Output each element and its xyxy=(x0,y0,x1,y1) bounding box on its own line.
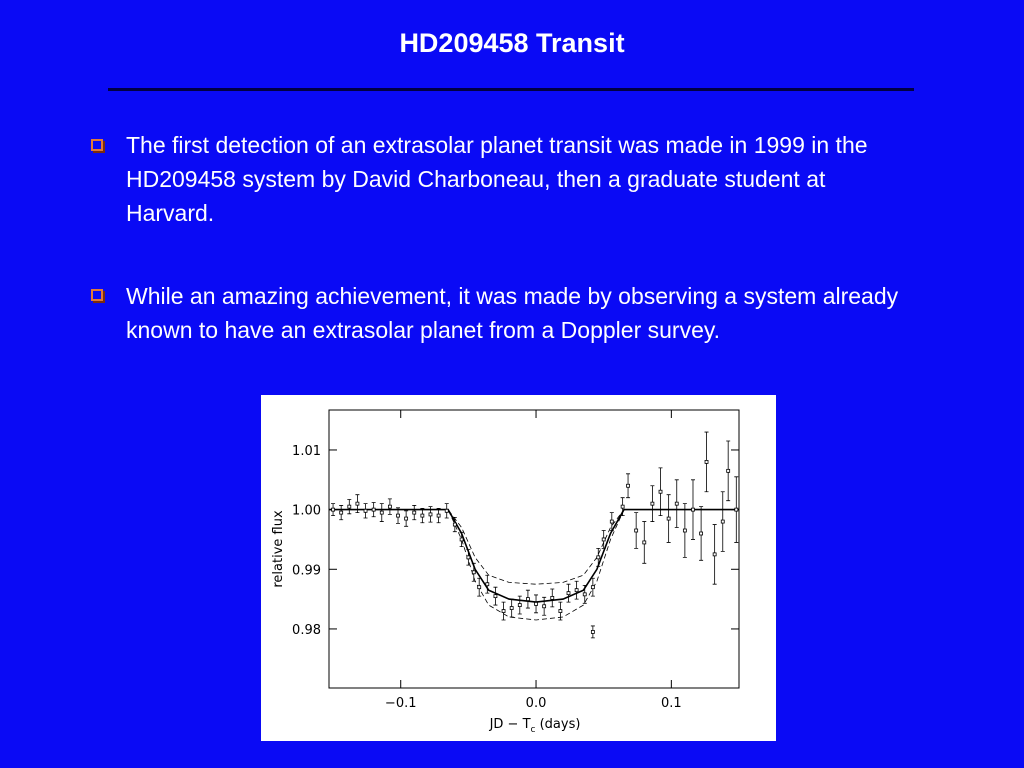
data-point xyxy=(699,531,704,536)
data-point xyxy=(355,501,360,506)
data-point xyxy=(682,528,687,533)
figure: relative flux JD − Tc (days) −0.1 0.0 0.1 0… xyxy=(261,395,776,741)
bullet-icon xyxy=(91,139,103,151)
data-point xyxy=(642,540,647,545)
data-point xyxy=(734,507,739,512)
data-point xyxy=(550,596,555,600)
y-tick-label: 1.01 xyxy=(292,444,321,459)
data-point xyxy=(444,508,449,513)
x-axis-label-suffix: (days) xyxy=(535,717,580,732)
data-point xyxy=(452,522,457,527)
bullet-text: The first detection of an extrasolar pla… xyxy=(126,132,868,226)
data-point xyxy=(517,603,522,607)
data-point xyxy=(379,510,384,515)
data-point xyxy=(485,582,490,587)
y-tick-label: 1.00 xyxy=(292,504,321,519)
y-tick-label: 0.98 xyxy=(292,623,321,638)
data-point xyxy=(428,512,433,517)
data-point xyxy=(691,507,695,512)
data-point xyxy=(404,516,409,521)
data-point xyxy=(601,537,606,542)
data-point xyxy=(436,513,441,518)
plot-frame xyxy=(328,409,740,689)
title-rule xyxy=(108,88,914,91)
data-point xyxy=(666,516,671,521)
data-point xyxy=(387,504,392,509)
data-point xyxy=(590,630,595,634)
model-bound xyxy=(329,509,739,621)
data-point xyxy=(347,504,352,509)
x-tick-label: 0.0 xyxy=(526,696,547,711)
data-point xyxy=(363,508,368,513)
data-point xyxy=(396,513,400,518)
data-point xyxy=(712,552,717,557)
data-point xyxy=(471,570,476,575)
y-tick-label: 0.99 xyxy=(292,563,321,578)
data-point xyxy=(626,483,630,488)
data-point xyxy=(704,460,709,464)
data-point xyxy=(371,507,376,512)
data-point xyxy=(650,501,655,506)
model-curve xyxy=(329,508,739,603)
data-point xyxy=(590,585,595,590)
data-point xyxy=(459,537,464,542)
data-point xyxy=(412,510,417,515)
slide-title: HD209458 Transit xyxy=(399,28,625,58)
model-bound xyxy=(329,509,739,585)
plot: relative flux JD − Tc (days) −0.1 0.0 0.1 0… xyxy=(271,409,740,735)
data-point xyxy=(534,601,538,606)
data-point xyxy=(339,510,344,515)
data-point xyxy=(542,604,547,609)
bullet-icon xyxy=(91,289,103,301)
data-point xyxy=(674,501,679,506)
data-point xyxy=(658,489,663,494)
data-point xyxy=(420,513,425,518)
data-point xyxy=(509,606,514,610)
data-point xyxy=(596,555,601,560)
data-point xyxy=(331,507,335,512)
x-tick-label: −0.1 xyxy=(385,696,417,711)
data-point xyxy=(466,555,471,560)
bullet-text: While an amazing achievement, it was mad… xyxy=(126,283,899,343)
data-point xyxy=(501,609,506,613)
x-axis-label-main: JD − T xyxy=(489,717,531,732)
data-point xyxy=(582,592,587,597)
data-point xyxy=(726,468,731,473)
data-point xyxy=(558,609,563,613)
data-point xyxy=(634,528,639,533)
data-point xyxy=(609,519,614,524)
data-point xyxy=(574,588,579,593)
x-tick-label: 0.1 xyxy=(661,696,682,711)
data-point xyxy=(620,504,625,509)
x-axis-label: JD − Tc (days) xyxy=(489,717,581,735)
data-point xyxy=(477,585,482,590)
data-point xyxy=(566,591,571,596)
data-point xyxy=(526,597,530,602)
y-axis-label: relative flux xyxy=(271,510,286,588)
x-axis-label-sub: c xyxy=(531,725,536,735)
data-point xyxy=(493,594,498,599)
data-point xyxy=(720,519,725,524)
